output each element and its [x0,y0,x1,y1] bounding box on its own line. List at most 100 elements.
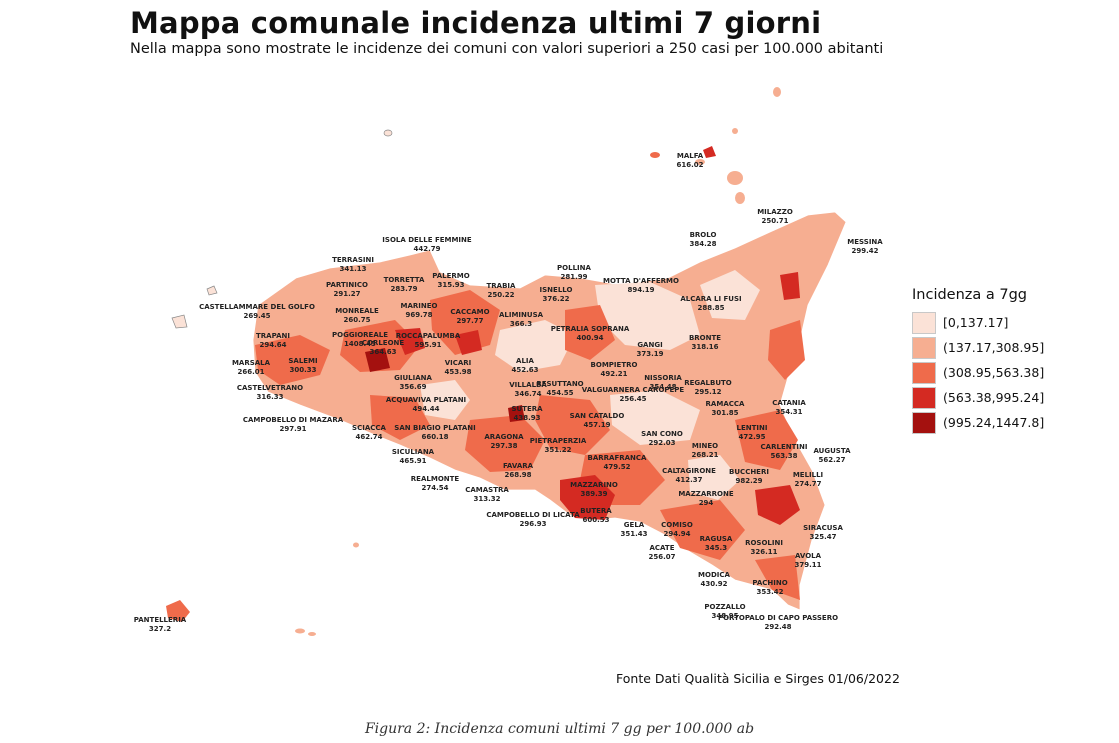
legend-swatch [912,411,936,434]
island-shape [308,632,316,636]
municipality-value: 430.92 [700,580,727,588]
island-shape [353,542,359,548]
municipality-name: ALIMINUSA [499,311,544,319]
island-shape [166,600,190,622]
municipality-name: CACCAMO [450,308,489,316]
legend-item: (995.24,1447.8] [912,410,1044,435]
municipality-value: 283.79 [390,285,417,293]
municipality-value: 982.29 [735,477,762,485]
municipality-name: MONREALE [335,307,379,315]
municipality-value: 296.93 [519,520,546,528]
municipality-value: 295.12 [694,388,721,396]
municipality-value: 479.52 [603,463,630,471]
municipality-name: SIRACUSA [803,524,843,532]
municipality-name: PALERMO [432,272,470,280]
municipality-name: SAN CATALDO [570,412,625,420]
municipality-name: TRABIA [487,282,517,290]
low-incidence-area [595,282,700,350]
municipality-name: BROLO [690,231,717,239]
municipality-value: 969.78 [405,311,432,319]
municipality-name: BARRAFRANCA [588,454,648,462]
municipality-value: 348.95 [711,612,738,620]
legend-swatch [912,336,936,359]
medium-high-area [735,410,798,470]
low-incidence-area [495,320,575,372]
municipality-name: PORTOPALO DI CAPO PASSERO [718,614,838,622]
municipality-value: 299.42 [851,247,878,255]
municipality-value: 462.74 [355,433,382,441]
legend-item: [0,137.17] [912,310,1044,335]
municipality-name: FAVARA [503,462,534,470]
medium-high-area [255,335,330,385]
municipality-value: 316.33 [256,393,283,401]
municipality-name: MAZZARRONE [678,490,734,498]
municipality-value: 442.79 [413,245,440,253]
municipality-name: BUTERA [580,507,612,515]
legend-label: (137.17,308.95] [943,340,1045,355]
municipality-name: ROCCAPALUMBA [396,332,461,340]
municipality-name: GELA [624,521,645,529]
municipality-value: 1408.45 [344,340,376,348]
municipality-value: 318.16 [691,343,718,351]
municipality-name: ARAGONA [484,433,524,441]
municipality-name: SUTERA [511,405,543,413]
municipality-name: REALMONTE [411,475,460,483]
very-high-area [508,405,525,422]
municipality-value: 341.13 [339,265,366,273]
municipality-name: MELILLI [793,471,823,479]
island-shape [703,146,716,158]
island-shape [732,128,738,134]
legend-title: Incidenza a 7gg [912,287,1028,303]
municipality-value: 465.91 [399,457,426,465]
municipality-value: 325.47 [809,533,836,541]
municipality-name: BUCCHERI [729,468,769,476]
municipality-value: 384.28 [689,240,716,248]
legend-label: (308.95,563.38] [943,365,1045,380]
island-shape [735,192,745,204]
medium-high-area [370,395,430,440]
municipality-value: 294 [699,499,714,507]
municipality-value: 294.94 [663,530,690,538]
municipality-name: SAN CONO [641,430,683,438]
municipality-name: AVOLA [795,552,822,560]
municipality-name: ISOLA DELLE FEMMINE [382,236,472,244]
municipality-value: 492.21 [600,370,627,378]
legend-label: [0,137.17] [943,315,1009,330]
high-area [780,272,800,300]
municipality-name: BOMPIETRO [591,361,638,369]
municipality-name: PETRALIA SOPRANA [551,325,630,333]
municipality-name: POGGIOREALE [332,331,388,339]
legend-item: (308.95,563.38] [912,360,1044,385]
municipality-name: PANTELLERIA [134,616,187,624]
municipality-value: 400.94 [576,334,603,342]
legend-label: (563.38,995.24] [943,390,1045,405]
municipality-name: ROSOLINI [745,539,783,547]
island-shape [695,159,705,165]
municipality-value: 438.93 [513,414,540,422]
municipality-name: ACQUAVIVA PLATANI [386,396,466,404]
municipality-name: MARINEO [401,302,438,310]
municipality-name: SAN BIAGIO PLATANI [394,424,475,432]
municipality-name: CORLEONE [362,339,405,347]
municipality-value: 250.71 [761,217,788,225]
municipality-name: ALCARA LI FUSI [680,295,741,303]
municipality-value: 292.03 [648,439,675,447]
municipality-name: VICARI [445,359,472,367]
municipality-name: COMISO [661,521,693,529]
medium-high-area [565,305,615,360]
municipality-name: MALFA [677,152,704,160]
medium-high-area [535,395,610,455]
municipality-name: BRONTE [689,334,721,342]
municipality-value: 354.48 [649,383,676,391]
medium-high-area [755,555,800,600]
municipality-name: TRAPANI [256,332,290,340]
municipality-value: 562.27 [818,456,845,464]
municipality-value: 412.37 [675,476,702,484]
municipality-name: PARTINICO [326,281,368,289]
medium-high-area [660,500,745,560]
municipality-name: CASTELLAMMARE DEL GOLFO [199,303,315,311]
municipality-value: 345.3 [705,544,727,552]
municipality-value: 313.32 [473,495,500,503]
medium-high-area [430,290,500,355]
municipality-name: SICULIANA [392,448,435,456]
